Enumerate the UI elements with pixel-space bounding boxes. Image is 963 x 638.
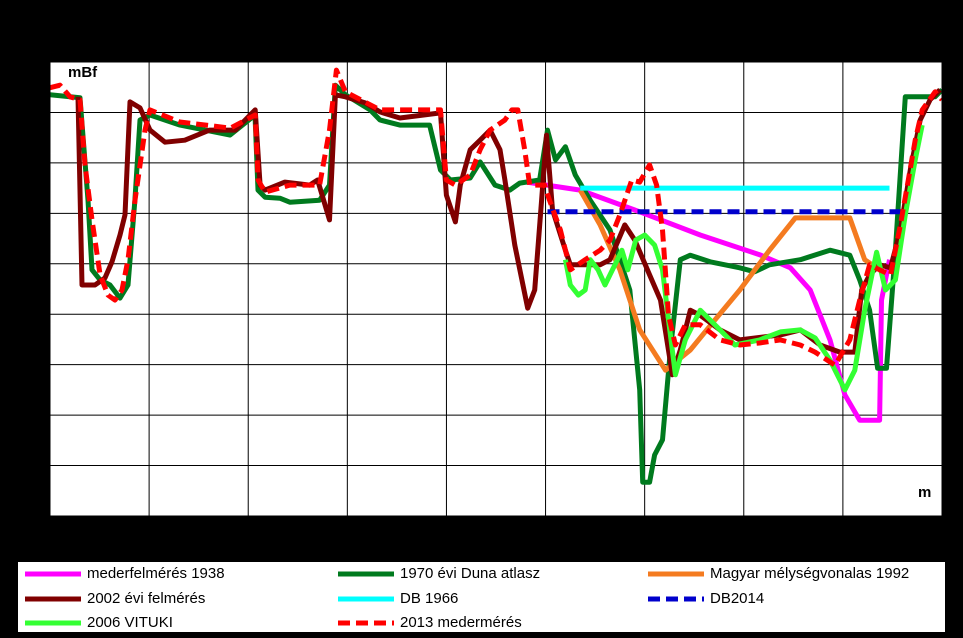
x-tick-label: 600 (635, 522, 655, 536)
x-tick-label: 300 (337, 522, 357, 536)
x-tick-label: 900 (932, 522, 952, 536)
legend-label: 2006 VITUKI (87, 614, 173, 631)
x-tick-label: 200 (238, 522, 258, 536)
y-tick-label: 40 (31, 306, 45, 320)
legend-label: mederfelmérés 1938 (87, 565, 225, 582)
x-axis-label: m (918, 484, 931, 501)
y-tick-label: 70 (31, 155, 45, 169)
x-tick-label: 700 (734, 522, 754, 536)
y-tick-label: 20 (31, 407, 45, 421)
legend-label: 1970 évi Duna atlasz (400, 565, 540, 582)
legend-label: DB 1966 (400, 590, 458, 607)
legend-label: DB2014 (710, 590, 764, 607)
series-line (50, 67, 942, 368)
y-tick-label: 60 (31, 206, 45, 220)
series-line (578, 188, 882, 373)
y-tick-label: 0 (37, 508, 44, 522)
y-tick-label: 10 (31, 458, 45, 472)
legend-label: 2013 medermérés (400, 614, 522, 631)
x-tick-label: 0 (47, 522, 54, 536)
y-tick-label: 30 (31, 357, 45, 371)
y-tick-label: 80 (31, 105, 45, 119)
y-tick-label: 90 (31, 54, 45, 68)
x-tick-label: 500 (536, 522, 556, 536)
y-axis-label: mBf (68, 64, 98, 81)
legend-box (18, 562, 945, 632)
legend-label: 2002 évi felmérés (87, 590, 205, 607)
series-line (50, 82, 942, 485)
x-tick-label: 400 (436, 522, 456, 536)
x-tick-label: 800 (833, 522, 853, 536)
plot-border (49, 61, 943, 517)
legend-label: Magyar mélységvonalas 1992 (710, 565, 909, 582)
x-tick-label: 100 (139, 522, 159, 536)
y-tick-label: 50 (31, 256, 45, 270)
